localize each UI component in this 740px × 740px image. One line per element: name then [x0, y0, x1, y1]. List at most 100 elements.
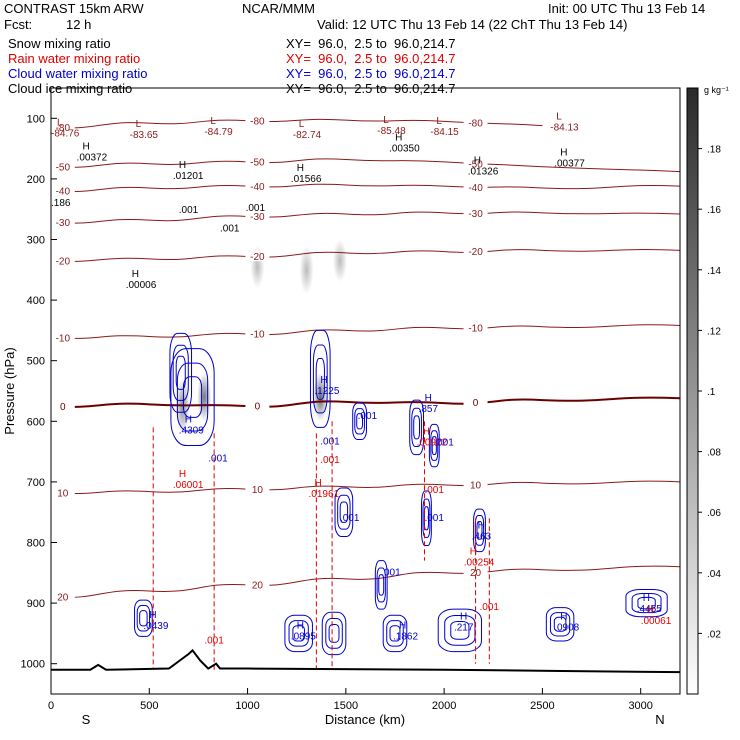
cloud-water-contour	[315, 358, 325, 400]
contour-value-label: .001	[246, 203, 266, 214]
contour-value-label: .001	[424, 485, 444, 496]
model-name: CONTRAST 15km ARW	[4, 1, 144, 16]
y-tick-label: 1000	[21, 659, 45, 671]
contour-value-label: .001	[179, 205, 199, 216]
xy-range-cloud-water: XY= 96.0, 2.5 to 96.0,214.7	[286, 66, 456, 81]
extremum-value: .0908	[554, 622, 579, 633]
extremum-marker: L	[210, 116, 216, 127]
contour-label: 0	[60, 402, 66, 413]
contour-value-label: .001	[381, 568, 401, 579]
extremum-value: .00922	[417, 437, 448, 448]
extremum-value: -84.15	[430, 127, 459, 138]
extremum-value: .1225	[314, 386, 339, 397]
cloud-water-contour	[378, 574, 385, 596]
cloud-water-contour	[386, 620, 404, 647]
x-tick-label: 3000	[628, 700, 652, 712]
temperature-contour	[50, 211, 681, 224]
cloud-water-contour	[431, 436, 437, 455]
snow-shade-column	[313, 372, 328, 422]
contour-label-bg	[50, 486, 75, 498]
contour-label-bg	[50, 120, 75, 132]
extremum-marker: H	[460, 611, 467, 622]
contour-label-bg	[245, 482, 270, 494]
contour-label-bg	[50, 160, 75, 172]
colorbar-tick-label: .18	[707, 145, 721, 156]
contour-label: -20	[250, 252, 265, 263]
contour-label-bg	[463, 157, 488, 169]
extremum-marker: H	[478, 520, 485, 531]
temperature-contour	[50, 480, 681, 495]
contour-label: -80	[56, 123, 71, 134]
contour-label: -10	[250, 330, 265, 341]
contour-value-label: .001	[340, 513, 360, 524]
contour-label-bg	[463, 565, 488, 577]
extremum-value: .06001	[173, 480, 204, 491]
y-tick-label: 300	[27, 235, 45, 247]
colorbar-tick-label: .14	[707, 266, 721, 277]
contour-label: 20	[252, 580, 264, 591]
extremum-marker: L	[556, 111, 562, 122]
cloud-water-contour	[549, 612, 571, 637]
cloud-water-contour	[473, 508, 486, 553]
contour-label: -30	[56, 218, 71, 229]
cloud-water-contour	[284, 614, 313, 653]
contour-label-bg	[245, 327, 270, 339]
x-tick-label: 500	[140, 700, 158, 712]
cloud-water-contour	[288, 620, 309, 647]
cloud-water-contour	[421, 490, 432, 547]
contour-value-label: .001	[480, 602, 500, 613]
contour-value-label: .186	[51, 198, 71, 209]
contour-label: -30	[250, 212, 265, 223]
cloud-water-contour	[172, 344, 189, 401]
extremum-marker: H	[474, 156, 481, 167]
contour-label: -50	[250, 158, 265, 169]
cloud-water-contour	[422, 498, 431, 538]
extremum-marker: H	[470, 546, 477, 557]
contour-label-bg	[463, 396, 488, 408]
cloud-water-contour	[136, 605, 151, 632]
cloud-water-contour	[430, 430, 439, 461]
contour-label-bg	[463, 478, 488, 490]
contour-label-bg	[463, 321, 488, 333]
y-axis-title: Pressure (hPa)	[2, 347, 17, 434]
cloud-water-contour	[637, 596, 656, 610]
temperature-contour	[50, 118, 543, 129]
cloud-water-contour	[312, 344, 328, 414]
extremum-value: -84.76	[51, 128, 80, 139]
extremum-value: .00350	[389, 144, 420, 155]
extremum-marker: H	[179, 469, 186, 480]
contour-label: -20	[56, 256, 71, 267]
contour-label-bg	[245, 399, 270, 411]
fcst-label: Fcst:	[4, 17, 33, 32]
cloud-water-contour	[411, 407, 422, 447]
extremum-marker: H	[425, 393, 432, 404]
cloud-water-contour	[553, 616, 567, 632]
colorbar-tick-label: .12	[707, 326, 721, 337]
contour-label: -10	[56, 334, 71, 345]
cloud-water-contour	[409, 399, 424, 456]
x-axis-title: Distance (km)	[325, 712, 405, 727]
extremum-marker: H	[643, 593, 650, 604]
cloud-water-contour	[134, 599, 153, 637]
cloud-water-contour	[292, 625, 305, 642]
extremum-value: .217	[454, 622, 474, 633]
extremum-value: -84.79	[204, 127, 233, 138]
extremum-value: -84.13	[550, 122, 579, 133]
contour-label-bg	[463, 180, 488, 192]
y-tick-label: 100	[27, 113, 45, 125]
contour-value-label: .001	[434, 437, 454, 448]
y-tick-label: 600	[27, 416, 45, 428]
contour-label-bg	[463, 245, 488, 257]
extremum-value: .857	[419, 404, 439, 415]
contour-label: 0	[473, 398, 479, 409]
extremum-marker: H	[297, 163, 304, 174]
x-end-label-north: N	[655, 712, 664, 727]
cloud-water-contour	[182, 376, 203, 418]
cloud-water-contour	[444, 615, 476, 646]
extremum-marker: H	[314, 478, 321, 489]
cloud-water-contour	[325, 618, 343, 649]
cloud-water-contour	[328, 623, 340, 643]
terrain-line	[51, 648, 681, 674]
contour-value-label: .001	[320, 437, 340, 448]
y-tick-label: 800	[27, 538, 45, 550]
